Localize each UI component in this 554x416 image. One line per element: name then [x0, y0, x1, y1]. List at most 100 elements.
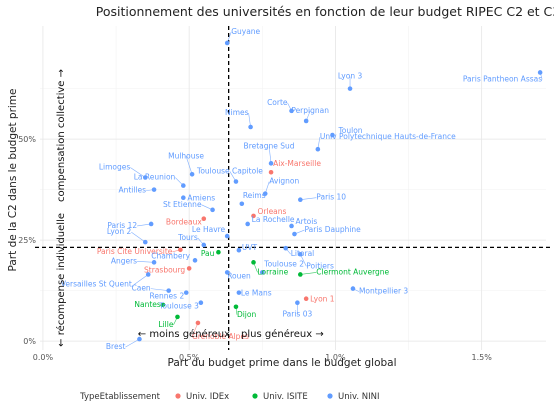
- point-label-paris-12: Paris 12: [107, 221, 137, 230]
- point-label-bordeaux: Bordeaux: [166, 218, 202, 227]
- leader-limoges: [130, 167, 146, 178]
- point-le-havre: [224, 233, 230, 239]
- point-label-paris-pantheon-assas: Paris Pantheon Assas: [463, 74, 542, 83]
- point-label-lorraine: Lorraine: [258, 267, 289, 276]
- point-toulouse-2: [259, 270, 265, 275]
- point-bretagne-sud: [268, 161, 274, 166]
- x-tick-label: 1.0%: [325, 353, 346, 362]
- point-artois: [289, 223, 294, 229]
- point-label-montpellier-3: Montpellier 3: [359, 287, 408, 296]
- x-tick-label: 1.5%: [471, 353, 492, 362]
- point-label-mulhouse: Mulhouse: [168, 151, 204, 160]
- point-paris-10: [298, 197, 303, 203]
- point-toulouse-capitole: [233, 179, 239, 184]
- point-la-rochelle: [245, 221, 250, 227]
- point-label-st-etienne: St Etienne: [163, 200, 202, 209]
- annotation-individual-reward: ← récompense individuelle: [55, 213, 67, 347]
- point-label-le-havre: Le Havre: [192, 225, 226, 234]
- legend-label-univ-idex: Univ. IDEx: [186, 392, 229, 402]
- point-rennes-2: [183, 290, 189, 295]
- point-label-artois: Artois: [296, 217, 318, 226]
- legend: TypeEtablissement Univ. IDEx Univ. ISITE U…: [79, 392, 379, 402]
- point-grenoble-alpes: [195, 320, 201, 326]
- point-label-corte: Corte: [267, 98, 288, 107]
- point-label-nantes: Nantes: [134, 300, 161, 309]
- point-brest: [137, 336, 142, 342]
- point-label-le-mans: Le Mans: [241, 289, 272, 298]
- leader-nimes: [248, 112, 251, 128]
- point-paris-12: [148, 221, 154, 227]
- point-label-limoges: Limoges: [99, 162, 131, 171]
- point-versailles-st-quent: [145, 272, 151, 277]
- point-label-perpignan: Perpignan: [291, 106, 329, 115]
- point-avignon: [262, 191, 268, 196]
- point-label-guyane: Guyane: [231, 27, 260, 36]
- legend-label-univ-isite: Univ. ISITE: [263, 392, 308, 402]
- point-guyane: [224, 40, 230, 46]
- point-label-paris-03: Paris 03: [282, 310, 312, 319]
- point-clermont-auvergne: [298, 272, 303, 277]
- point-tours: [201, 242, 207, 248]
- x-axis-title: Part du budget prime dans le budget glob…: [167, 357, 396, 369]
- point-label-bretagne-sud: Bretagne Sud: [244, 141, 295, 150]
- point-label-caen: Caen: [131, 284, 150, 293]
- chart-title: Positionnement des universités en foncti…: [96, 4, 554, 19]
- leader-grenoble-alpes: [191, 322, 199, 338]
- ticks: 0.0% 0.5% 1.0% 1.5% 0% 25% 50%: [18, 135, 492, 362]
- point-label-la-reunion: La Reunion: [134, 173, 176, 182]
- y-tick-label: 50%: [18, 135, 36, 144]
- point-uvt: [236, 247, 242, 253]
- point-label-versailles-st-quent: Versailles St Quent.: [61, 279, 134, 288]
- leader-caen: [150, 288, 169, 291]
- point-dijon: [233, 304, 239, 310]
- point-label-aix-marseille: Aix-Marseille: [273, 159, 321, 168]
- point-label-toulouse-capitole: Toulouse Capitole: [196, 167, 263, 176]
- point-labels: Guyane Paris Pantheon Assas Lyon 3 CortePer…: [61, 27, 542, 351]
- point-label-litoral: Litoral: [291, 249, 315, 258]
- y-axis-title: Part de la C2 dans le budget prime: [7, 89, 19, 272]
- x-tick-label: 0.5%: [179, 353, 200, 362]
- leader-brest: [125, 338, 140, 348]
- leader-paris-12: [137, 223, 152, 227]
- point-label-angers: Angers: [111, 256, 137, 265]
- point-label-reims: Reims: [243, 191, 266, 200]
- point-label-nimes: Nimes: [225, 108, 249, 117]
- leader-mulhouse: [185, 156, 193, 175]
- point-mulhouse: [189, 171, 195, 177]
- point-st-etienne: [210, 207, 215, 213]
- point-nimes: [248, 124, 253, 130]
- point-label-strasbourg: Strasbourg: [144, 265, 185, 274]
- point-label-tours: Tours: [177, 233, 198, 242]
- point-paris-03: [295, 300, 300, 306]
- points: [137, 40, 543, 342]
- point-label-paris-dauphine: Paris Dauphine: [304, 225, 361, 234]
- point-label-uvt: UVT: [242, 243, 258, 252]
- point-label-la-rochelle: La Rochelle: [252, 215, 295, 224]
- point-label-dijon: Dijon: [237, 310, 257, 319]
- point-label-poitiers: Poitiers: [306, 261, 334, 270]
- point-litoral: [283, 245, 288, 251]
- point-label-paris-10: Paris 10: [316, 193, 346, 202]
- point-reims: [239, 201, 245, 207]
- point-label-rouen: Rouen: [227, 271, 251, 280]
- point-perpignan: [303, 118, 309, 124]
- legend-marker-univ-isite: [252, 393, 258, 399]
- point-label-univ-polytechnique-hauts-de-france: Univ Polytechnique Hauts-de-France: [320, 132, 456, 141]
- point-label-toulouse-2: Toulouse 2: [263, 259, 304, 268]
- point-aix-marseille: [268, 169, 274, 175]
- point-label-avignon: Avignon: [269, 177, 299, 186]
- point-la-reunion: [181, 183, 186, 188]
- point-toulon: [330, 132, 335, 138]
- point-paris-dauphine: [292, 231, 297, 237]
- legend-marker-univ-idex: [175, 393, 181, 399]
- leader-bretagne-sud: [268, 146, 272, 164]
- grid: [40, 26, 546, 350]
- point-lille: [175, 314, 180, 320]
- point-strasbourg: [186, 266, 192, 271]
- point-label-amiens: Amiens: [187, 194, 215, 203]
- reference-lines: [35, 26, 552, 350]
- y-tick-label: 25%: [18, 236, 36, 245]
- point-angers: [151, 260, 157, 265]
- point-antilles: [151, 187, 157, 192]
